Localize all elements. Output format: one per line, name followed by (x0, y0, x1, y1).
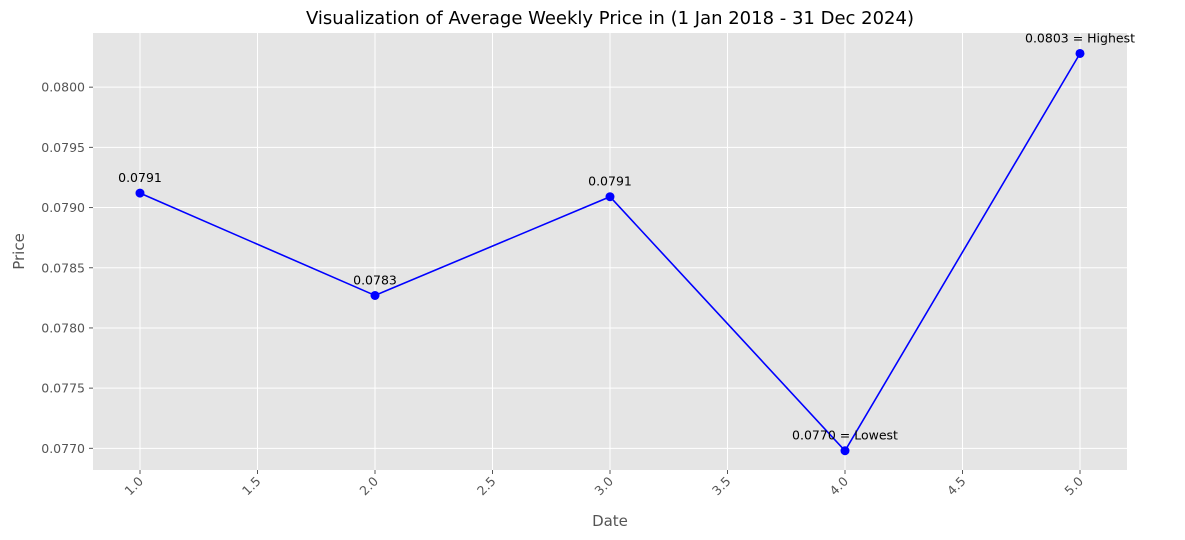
y-tick-label: 0.0770 (41, 441, 85, 456)
x-tick-label: 2.0 (356, 473, 381, 498)
x-tick-label: 1.0 (121, 473, 146, 498)
data-point (605, 192, 615, 202)
data-label: 0.0791 (118, 170, 162, 185)
y-tick-label: 0.0775 (41, 381, 85, 396)
x-tick-label: 4.5 (944, 474, 969, 499)
y-tick-label: 0.0790 (41, 200, 85, 215)
x-tick-label: 5.0 (1061, 473, 1086, 498)
x-axis-label: Date (592, 512, 628, 530)
x-tick-label: 3.5 (709, 474, 734, 499)
y-tick-label: 0.0785 (41, 260, 85, 275)
y-axis-label: Price (10, 233, 28, 270)
data-labels: 0.0791 0.0783 0.0791 0.0770 = Lowest 0.0803 … (118, 30, 1135, 442)
data-label: 0.0770 = Lowest (792, 428, 898, 443)
data-label: 0.0783 (353, 272, 397, 287)
y-gridlines (93, 86, 1127, 449)
y-tick-label: 0.0780 (41, 320, 85, 335)
data-label: 0.0803 = Highest (1025, 30, 1135, 45)
data-points (135, 48, 1085, 456)
data-point (1075, 48, 1085, 58)
data-point (135, 188, 145, 198)
x-tick-label: 4.0 (826, 473, 851, 498)
x-gridlines (139, 33, 1081, 470)
y-axis-ticks: 0.0770 0.0775 0.0780 0.0785 0.0790 0.0795 0.08… (41, 80, 93, 456)
x-axis-ticks: 1.0 1.5 2.0 2.5 3.0 3.5 4.0 4.5 5.0 (121, 470, 1086, 498)
y-tick-label: 0.0795 (41, 140, 85, 155)
x-tick-label: 2.5 (474, 474, 499, 499)
x-tick-label: 1.5 (239, 474, 264, 499)
data-point (840, 446, 850, 456)
y-tick-label: 0.0800 (41, 80, 85, 95)
chart-title: Visualization of Average Weekly Price in… (306, 8, 914, 29)
x-tick-label: 3.0 (591, 473, 616, 498)
data-point (370, 290, 380, 300)
data-label: 0.0791 (588, 174, 632, 189)
